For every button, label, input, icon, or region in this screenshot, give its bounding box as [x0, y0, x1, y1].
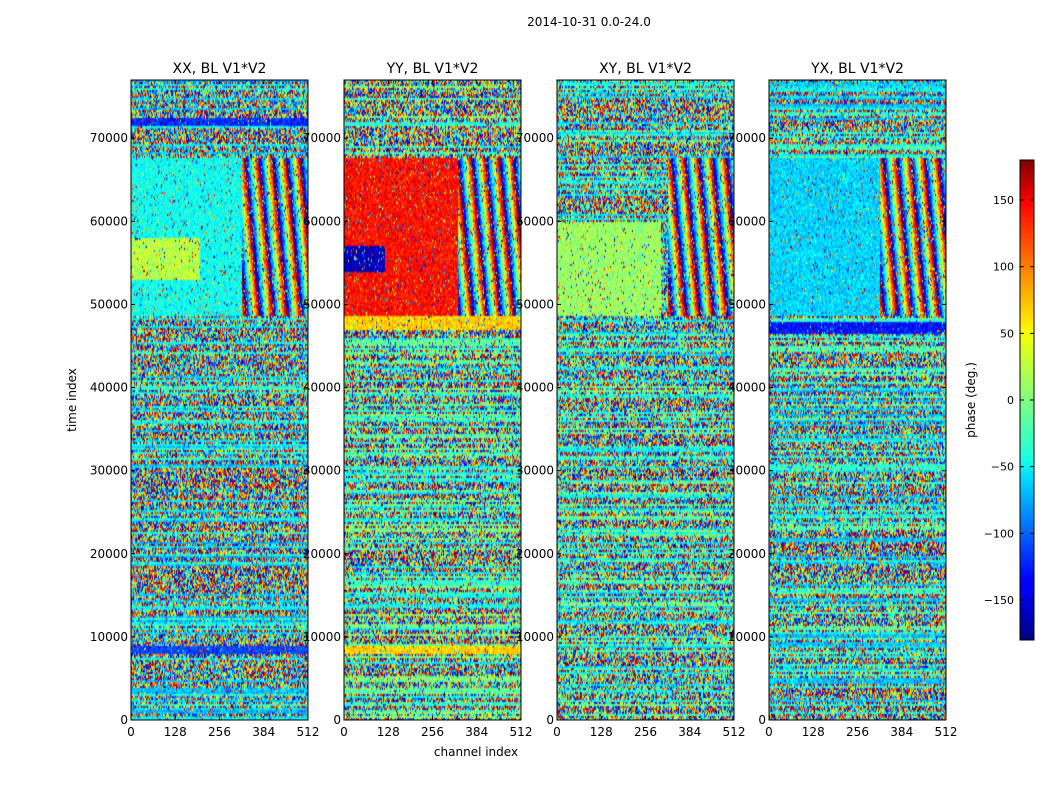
- colorbar-tick-label: 0: [1007, 394, 1014, 407]
- y-tick-label: 10000: [90, 630, 128, 644]
- y-tick-label: 0: [333, 713, 341, 727]
- y-axis-label: time index: [65, 368, 79, 432]
- colorbar-ticks: 150 100 50 0 −50 −100 −150: [984, 194, 1034, 607]
- y-tick-label: 60000: [516, 214, 554, 228]
- y-tick-label: 20000: [303, 547, 341, 561]
- y-tick-label: 10000: [303, 630, 341, 644]
- y-tick-label: 30000: [728, 464, 766, 478]
- x-tick-label: 512: [510, 725, 533, 739]
- y-tick-label: 50000: [516, 297, 554, 311]
- x-tick-label: 512: [935, 725, 958, 739]
- y-tick-label: 20000: [90, 547, 128, 561]
- panel-title-2: XY, BL V1*V2: [599, 61, 692, 77]
- panel-title-1: YY, BL V1*V2: [386, 61, 479, 77]
- colorbar-label: phase (deg.): [964, 362, 978, 438]
- colorbar: 150 100 50 0 −50 −100 −150 phase (deg.): [964, 159, 1035, 641]
- heatmap-panels: XX, BL V1*V2 0 128 256 384 512 0 10000 20000 3000…: [90, 61, 958, 739]
- y-tick-label: 30000: [516, 464, 554, 478]
- panel-2: XY, BL V1*V2 0 128 256 384 512 0 10000 20000 3000…: [516, 61, 746, 739]
- colorbar-tick-label: 100: [993, 261, 1014, 274]
- panel-title-3: YX, BL V1*V2: [810, 61, 904, 77]
- y-tick-label: 60000: [303, 214, 341, 228]
- y-tick-label: 40000: [516, 381, 554, 395]
- heatmap-raster-3: [769, 80, 946, 720]
- y-tick-label: 20000: [516, 547, 554, 561]
- y-tick-label: 70000: [728, 131, 766, 145]
- y-tick-label: 50000: [90, 297, 128, 311]
- y-tick-label: 0: [120, 713, 128, 727]
- x-tick-label: 128: [590, 725, 613, 739]
- x-tick-label: 512: [723, 725, 746, 739]
- y-tick-label: 70000: [516, 131, 554, 145]
- x-tick-label: 0: [765, 725, 773, 739]
- colorbar-tick-label: −50: [991, 461, 1014, 474]
- panel-0: XX, BL V1*V2 0 128 256 384 512 0 10000 20000 3000…: [90, 61, 320, 739]
- x-tick-label: 128: [802, 725, 825, 739]
- x-tick-label: 0: [340, 725, 348, 739]
- y-tick-label: 60000: [728, 214, 766, 228]
- x-tick-label: 0: [553, 725, 561, 739]
- x-tick-label: 384: [465, 725, 488, 739]
- x-tick-label: 256: [208, 725, 231, 739]
- x-tick-label: 256: [846, 725, 869, 739]
- y-tick-label: 20000: [728, 547, 766, 561]
- x-tick-label: 256: [421, 725, 444, 739]
- y-tick-label: 50000: [728, 297, 766, 311]
- x-tick-label: 384: [678, 725, 701, 739]
- x-tick-label: 384: [890, 725, 913, 739]
- y-tick-label: 70000: [303, 131, 341, 145]
- y-tick-label: 40000: [90, 381, 128, 395]
- figure-suptitle: 2014-10-31 0.0-24.0: [527, 15, 651, 29]
- y-tick-label: 10000: [516, 630, 554, 644]
- x-tick-label: 128: [377, 725, 400, 739]
- colorbar-tick-label: −100: [984, 527, 1014, 540]
- x-axis-label: channel index: [434, 745, 518, 759]
- y-tick-label: 40000: [303, 381, 341, 395]
- heatmap-raster-1: [344, 80, 521, 720]
- heatmap-raster-0: [131, 80, 308, 720]
- heatmap-raster-2: [557, 80, 734, 720]
- colorbar-tick-label: −150: [984, 594, 1014, 607]
- x-tick-label: 0: [127, 725, 135, 739]
- x-tick-label: 512: [297, 725, 320, 739]
- y-tick-label: 50000: [303, 297, 341, 311]
- x-tick-label: 384: [252, 725, 275, 739]
- panel-title-0: XX, BL V1*V2: [173, 61, 267, 77]
- colorbar-tick-label: 50: [1000, 327, 1014, 340]
- panel-1: YY, BL V1*V2 0 128 256 384 512 0 10000 20000 3000…: [303, 61, 533, 739]
- y-tick-label: 60000: [90, 214, 128, 228]
- y-tick-label: 0: [546, 713, 554, 727]
- y-tick-label: 0: [758, 713, 766, 727]
- y-tick-label: 30000: [90, 464, 128, 478]
- y-tick-label: 30000: [303, 464, 341, 478]
- x-tick-label: 256: [634, 725, 657, 739]
- panel-3: YX, BL V1*V2 0 128 256 384 512 0 10000 20000 3000…: [728, 61, 958, 739]
- y-tick-label: 70000: [90, 131, 128, 145]
- y-tick-label: 10000: [728, 630, 766, 644]
- colorbar-tick-label: 150: [993, 194, 1014, 207]
- y-tick-label: 40000: [728, 381, 766, 395]
- x-tick-label: 128: [164, 725, 187, 739]
